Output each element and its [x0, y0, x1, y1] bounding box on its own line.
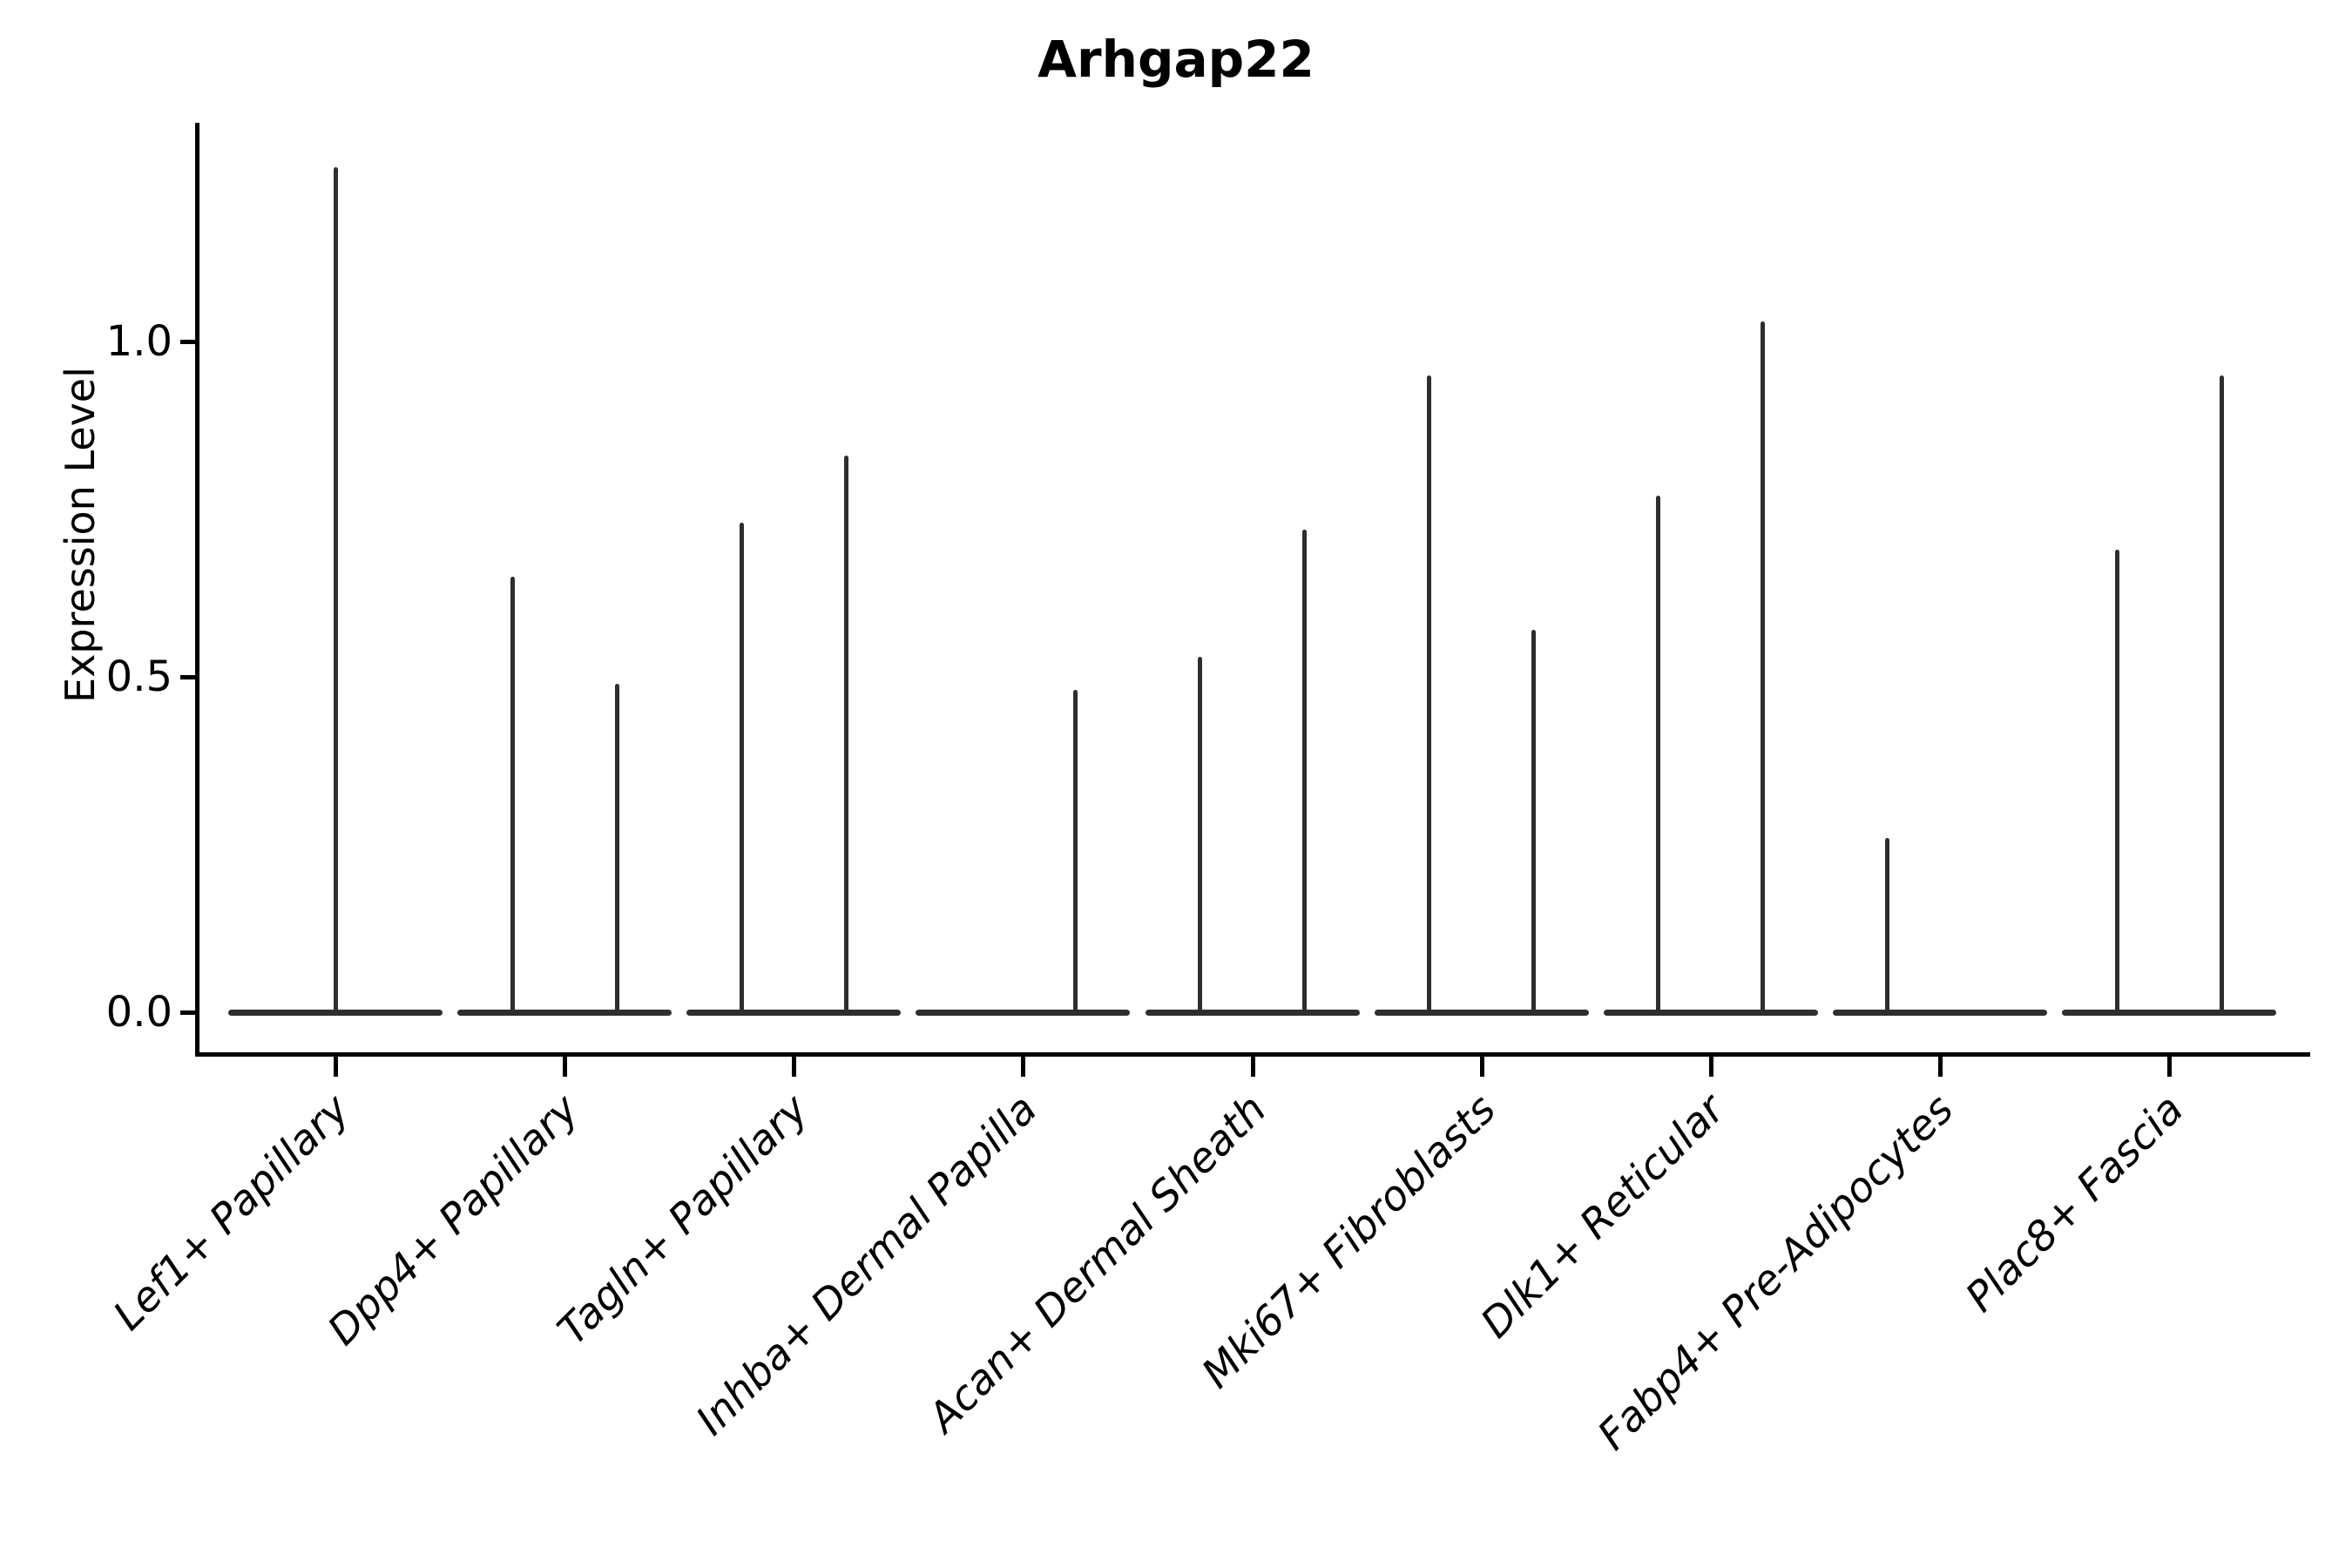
x-tick-label: Dpp4+ Papillary	[318, 1085, 589, 1355]
violin-spike	[1302, 529, 1307, 1015]
violin-spike	[739, 522, 744, 1015]
x-tick	[1250, 1054, 1255, 1077]
y-tick	[180, 1010, 197, 1015]
violin-baseline	[1832, 1009, 2047, 1016]
violin-spike	[1885, 837, 1890, 1015]
violin-spike	[1761, 321, 1766, 1015]
x-tick-label: Dlk1+ Reticular	[1471, 1085, 1734, 1348]
y-tick-label: 0.0	[105, 988, 172, 1037]
y-tick-label: 1.0	[105, 317, 172, 366]
y-axis-spine	[195, 123, 199, 1056]
violin-baseline	[2062, 1009, 2276, 1016]
x-tick	[1937, 1054, 1943, 1077]
violin-baseline	[457, 1009, 672, 1016]
x-tick	[1708, 1054, 1713, 1077]
violin-spike	[843, 455, 848, 1015]
violin-baseline	[1374, 1009, 1589, 1016]
violin-spike	[614, 683, 619, 1015]
violin-spike	[1072, 690, 1078, 1015]
y-tick	[180, 675, 197, 679]
x-tick	[334, 1054, 338, 1077]
violin-spike	[2219, 375, 2224, 1015]
x-tick	[1021, 1054, 1026, 1077]
violin-spike	[2114, 549, 2119, 1015]
y-tick	[180, 340, 197, 344]
violin-baseline	[686, 1009, 902, 1016]
x-tick-label: Plac8+ Fascia	[1956, 1085, 2193, 1322]
violin-baseline	[1145, 1009, 1360, 1016]
chart-title: Arhgap22	[1037, 30, 1315, 89]
x-tick-label: Lef1+ Papillary	[104, 1085, 359, 1341]
x-tick	[792, 1054, 797, 1077]
y-tick-label: 0.5	[105, 652, 172, 701]
x-tick-label: Tagln+ Papillary	[548, 1085, 818, 1355]
violin-baseline	[916, 1009, 1131, 1016]
violin-spike	[510, 576, 515, 1015]
violin-spike	[1656, 496, 1661, 1015]
violin-baseline	[1603, 1009, 1818, 1016]
x-tick	[563, 1054, 568, 1077]
violin-spike	[1427, 375, 1432, 1015]
violin-spike	[1198, 656, 1202, 1015]
violin-spike	[1531, 630, 1537, 1015]
violin-spike	[333, 166, 338, 1015]
x-tick	[2167, 1054, 2172, 1077]
x-tick	[1479, 1054, 1484, 1077]
